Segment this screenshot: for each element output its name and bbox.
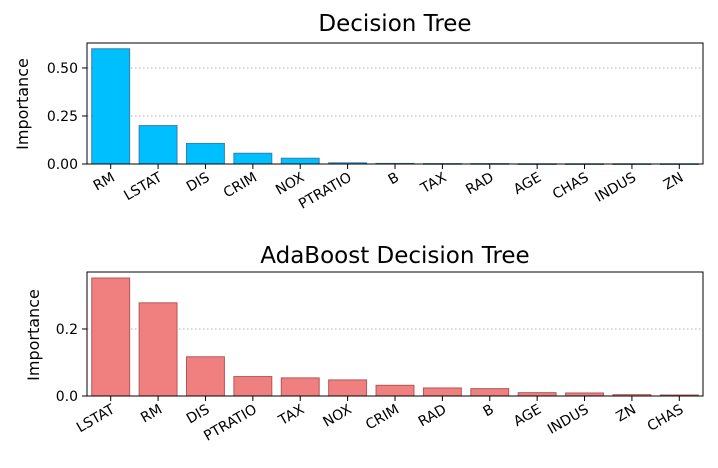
chart-title: Decision Tree bbox=[318, 11, 471, 37]
x-tick-label: RAD bbox=[416, 402, 450, 431]
x-tick-label: B bbox=[386, 170, 402, 189]
plot-frame bbox=[86, 42, 704, 165]
x-tick-label: ZN bbox=[614, 402, 639, 426]
x-tick-label: PTRATIO bbox=[296, 170, 355, 213]
bar-dis bbox=[186, 142, 225, 165]
bar-rm bbox=[91, 48, 131, 165]
x-tick-label: PTRATIO bbox=[201, 402, 260, 445]
bar-tax bbox=[280, 377, 320, 397]
adaboost-decision-tree-chart: AdaBoost Decision Tree Importance 0.0 0.2… bbox=[24, 243, 704, 445]
y-tick-label: 0.2 bbox=[56, 322, 78, 338]
y-tick-label: 0.00 bbox=[47, 157, 78, 173]
x-tick-label: CRIM bbox=[221, 170, 260, 202]
gridlines bbox=[87, 67, 703, 165]
bar-b bbox=[470, 388, 510, 397]
x-tick-label: RAD bbox=[463, 170, 497, 199]
y-tick-label: 0.25 bbox=[47, 109, 78, 125]
x-tick-label: DIS bbox=[184, 402, 213, 428]
x-tick-label: AGE bbox=[511, 170, 544, 198]
bar-lstat bbox=[138, 125, 178, 165]
bar-age bbox=[517, 392, 557, 397]
x-tick-label: TAX bbox=[275, 401, 307, 429]
x-tick-label: NOX bbox=[320, 401, 354, 430]
bars bbox=[91, 277, 699, 397]
x-tick-label: RM bbox=[91, 170, 118, 195]
x-tick-label: CHAS bbox=[645, 402, 687, 435]
x-tick-label: LSTAT bbox=[121, 169, 165, 204]
plot-frame bbox=[86, 271, 704, 397]
x-tick-label: INDUS bbox=[545, 402, 592, 438]
y-axis-label: Importance bbox=[13, 58, 32, 150]
decision-tree-chart: Decision Tree Importance 0.00 0.25 0.50 RM… bbox=[13, 11, 704, 213]
bar-rad bbox=[422, 387, 462, 397]
x-tick-label: TAX bbox=[417, 169, 449, 197]
x-tick-label: RM bbox=[138, 402, 165, 427]
x-tick-label: B bbox=[480, 402, 496, 421]
x-tick-label: ZN bbox=[661, 170, 686, 194]
bar-rm bbox=[138, 302, 178, 397]
y-ticks: 0.0 0.2 bbox=[56, 322, 87, 405]
y-axis-label: Importance bbox=[24, 289, 43, 381]
bars bbox=[91, 48, 699, 165]
chart-title: AdaBoost Decision Tree bbox=[260, 243, 529, 269]
bar-nox bbox=[280, 157, 320, 165]
y-tick-label: 0.50 bbox=[47, 61, 78, 77]
bar-crim bbox=[233, 152, 273, 165]
bar-lstat bbox=[91, 277, 131, 397]
x-tick-label: INDUS bbox=[592, 170, 639, 206]
x-tick-label: CRIM bbox=[363, 402, 402, 434]
bar-dis bbox=[186, 356, 225, 397]
x-tick-label: LSTAT bbox=[74, 401, 118, 436]
y-ticks: 0.00 0.25 0.50 bbox=[47, 61, 87, 173]
x-tick-label: DIS bbox=[184, 170, 213, 196]
y-tick-label: 0.0 bbox=[56, 389, 78, 405]
x-tick-label: CHAS bbox=[550, 170, 592, 203]
bar-crim bbox=[375, 384, 415, 397]
bar-nox bbox=[328, 379, 368, 397]
bar-ptratio bbox=[233, 376, 273, 397]
x-tick-label: AGE bbox=[511, 402, 544, 430]
